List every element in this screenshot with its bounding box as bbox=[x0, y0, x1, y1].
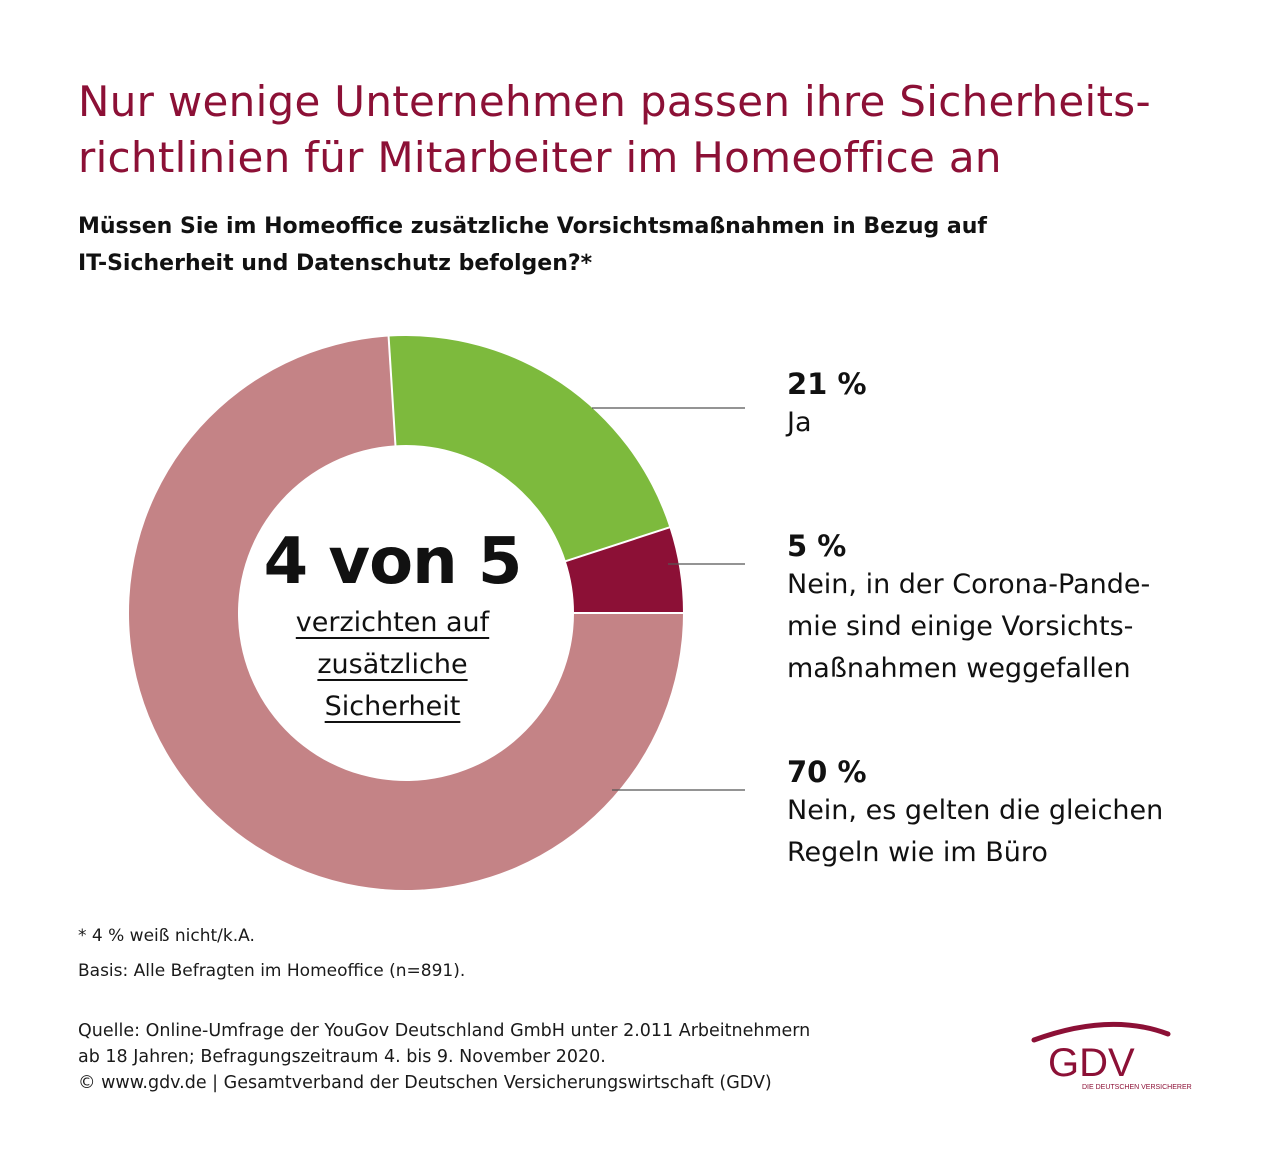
chart-title-line-2: richtlinien für Mitarbeiter im Homeoffic… bbox=[78, 133, 1002, 182]
footnote-note: * 4 % weiß nicht/k.A. bbox=[78, 926, 255, 946]
source-line-2: ab 18 Jahren; Befragungszeitraum 4. bis … bbox=[78, 1047, 606, 1067]
slice-separator bbox=[564, 526, 671, 563]
slice-nein-corona bbox=[565, 527, 683, 613]
chart-title: Nur wenige Unternehmen passen ihre Siche… bbox=[78, 74, 1228, 186]
chart-subtitle-line-1: Müssen Sie im Homeoffice zusätzliche Vor… bbox=[78, 214, 987, 239]
legend-label: Ja bbox=[787, 402, 1237, 444]
legend-label-line: Regeln wie im Büro bbox=[787, 837, 1048, 868]
slice-ja bbox=[388, 336, 670, 562]
logo-arc bbox=[1031, 1021, 1171, 1043]
chart-title-line-1: Nur wenige Unternehmen passen ihre Siche… bbox=[78, 77, 1151, 126]
gdv-logo: GDV DIE DEUTSCHEN VERSICHERER bbox=[1031, 1021, 1192, 1091]
center-sub-line-2: zusätzliche bbox=[317, 649, 468, 680]
legend-label: Nein, in der Corona-Pande- mie sind eini… bbox=[787, 564, 1237, 690]
donut-slices bbox=[128, 335, 684, 890]
legend-label-line: Nein, es gelten die gleichen bbox=[787, 795, 1164, 826]
logo-text: GDV bbox=[1048, 1041, 1135, 1085]
legend-item-nein-buero: 70 % Nein, es gelten die gleichen Regeln… bbox=[787, 754, 1237, 874]
legend-label-line: Nein, in der Corona-Pande- bbox=[787, 569, 1151, 600]
center-sub-line-1: verzichten auf bbox=[295, 607, 490, 638]
legend-label-line: maßnahmen weggefallen bbox=[787, 653, 1131, 684]
legend-item-ja: 21 % Ja bbox=[787, 366, 1237, 444]
source-line-3: © www.gdv.de | Gesamtverband der Deutsch… bbox=[78, 1073, 772, 1093]
slice-nein-buero bbox=[128, 336, 683, 890]
legend-label-line: Ja bbox=[787, 407, 812, 438]
center-headline: 4 von 5 bbox=[263, 525, 523, 599]
center-sub-line-3: Sicherheit bbox=[324, 691, 461, 722]
legend-value: 70 % bbox=[787, 755, 867, 789]
legend-value: 5 % bbox=[787, 529, 847, 563]
legend-label-line: mie sind einige Vorsichts- bbox=[787, 611, 1134, 642]
source-block: Quelle: Online-Umfrage der YouGov Deutsc… bbox=[78, 1018, 810, 1096]
footnote-basis: Basis: Alle Befragten im Homeoffice (n=8… bbox=[78, 961, 466, 981]
slice-separator bbox=[387, 335, 397, 447]
legend-value: 21 % bbox=[787, 367, 867, 401]
chart-subtitle-line-2: IT-Sicherheit und Datenschutz befolgen?* bbox=[78, 251, 593, 276]
legend-item-nein-corona: 5 % Nein, in der Corona-Pande- mie sind … bbox=[787, 528, 1237, 690]
donut-center-label: 4 von 5 verzichten auf zusätzliche Siche… bbox=[240, 522, 545, 728]
center-subtext: verzichten auf zusätzliche Sicherheit bbox=[240, 602, 545, 728]
chart-subtitle: Müssen Sie im Homeoffice zusätzliche Vor… bbox=[78, 208, 1178, 282]
legend-label: Nein, es gelten die gleichen Regeln wie … bbox=[787, 790, 1237, 874]
logo-tagline: DIE DEUTSCHEN VERSICHERER bbox=[1082, 1084, 1192, 1091]
source-line-1: Quelle: Online-Umfrage der YouGov Deutsc… bbox=[78, 1021, 811, 1041]
leader-lines bbox=[592, 407, 745, 791]
